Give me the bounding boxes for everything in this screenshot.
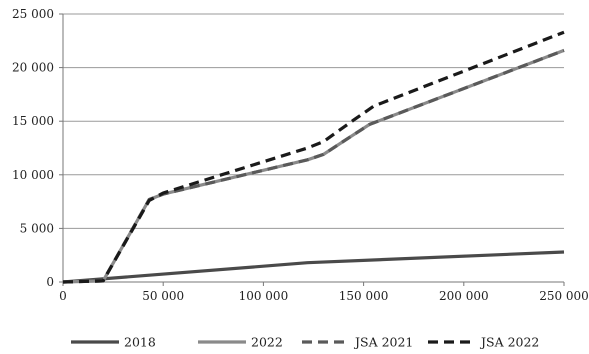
series-line-2022 — [62, 48, 565, 284]
y-tick-label-5: 25 000 — [12, 7, 54, 21]
axes — [59, 13, 565, 286]
legend-label-2022: 2022 — [251, 335, 283, 350]
series-lines — [62, 30, 565, 284]
x-tick-label-0: 0 — [59, 289, 67, 303]
series-line-jsa-2021 — [62, 48, 565, 284]
legend-label-jsa-2021: JSA 2021 — [353, 335, 413, 350]
x-tick-label-4: 200 000 — [439, 289, 489, 303]
x-tick-label-5: 250 000 — [539, 289, 589, 303]
x-tick-label-2: 100 000 — [239, 289, 289, 303]
y-tick-label-4: 20 000 — [12, 61, 54, 75]
series-line-2018 — [62, 250, 565, 284]
legend: 2018 2022 JSA 2021 JSA 2022 — [71, 335, 539, 350]
x-axis-tick-labels: 0 50 000 100 000 150 000 200 000 250 000 — [59, 289, 589, 303]
y-tick-label-0: 0 — [46, 275, 54, 289]
y-tick-label-2: 10 000 — [12, 168, 54, 182]
y-tick-label-3: 15 000 — [12, 114, 54, 128]
y-axis-tick-labels: 0 5 000 10 000 15 000 20 000 25 000 — [12, 7, 54, 289]
gridlines — [63, 13, 564, 229]
x-tick-label-3: 150 000 — [339, 289, 389, 303]
legend-label-2018: 2018 — [124, 335, 156, 350]
legend-label-jsa-2022: JSA 2022 — [479, 335, 539, 350]
y-tick-label-1: 5 000 — [20, 221, 54, 235]
series-line-jsa-2022 — [62, 30, 565, 284]
x-tick-label-1: 50 000 — [142, 289, 184, 303]
